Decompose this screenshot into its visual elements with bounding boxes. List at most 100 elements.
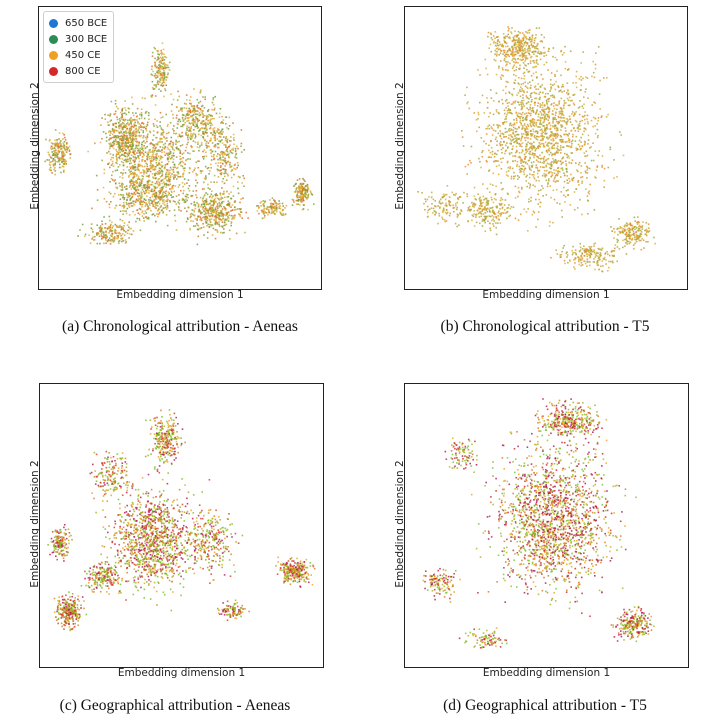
data-point bbox=[203, 133, 205, 136]
data-point bbox=[219, 158, 221, 161]
data-point bbox=[128, 204, 130, 207]
data-point bbox=[183, 114, 185, 116]
data-point bbox=[544, 133, 547, 135]
data-point bbox=[174, 220, 177, 222]
data-point bbox=[512, 101, 515, 103]
data-point bbox=[222, 218, 224, 220]
data-point bbox=[52, 158, 55, 160]
data-point bbox=[581, 119, 583, 122]
data-point bbox=[130, 227, 132, 230]
data-point bbox=[294, 191, 297, 193]
data-point bbox=[517, 138, 519, 140]
data-point bbox=[200, 203, 203, 206]
data-point bbox=[122, 149, 125, 152]
data-point bbox=[50, 142, 53, 144]
data-point bbox=[534, 147, 536, 149]
data-point bbox=[157, 80, 159, 82]
data-point bbox=[476, 130, 478, 133]
data-point bbox=[152, 151, 155, 153]
data-point bbox=[170, 190, 173, 192]
data-point bbox=[90, 223, 93, 225]
data-point bbox=[110, 142, 112, 145]
data-point bbox=[160, 170, 162, 173]
data-point bbox=[205, 118, 208, 120]
data-point bbox=[148, 130, 151, 133]
data-point bbox=[151, 200, 154, 203]
data-point bbox=[146, 158, 148, 161]
data-point bbox=[539, 85, 541, 88]
data-point bbox=[111, 235, 113, 237]
data-point bbox=[128, 111, 130, 114]
data-point bbox=[145, 216, 147, 218]
data-point bbox=[160, 61, 163, 64]
data-point bbox=[169, 152, 172, 155]
data-point bbox=[543, 95, 546, 98]
data-point bbox=[117, 107, 119, 110]
data-point bbox=[121, 116, 123, 119]
data-point bbox=[519, 160, 522, 162]
data-point bbox=[589, 147, 591, 149]
data-point bbox=[201, 120, 203, 123]
data-point bbox=[220, 153, 223, 155]
data-point bbox=[564, 61, 567, 63]
data-point bbox=[166, 146, 169, 149]
data-point bbox=[111, 221, 113, 224]
data-point bbox=[573, 209, 576, 211]
data-point bbox=[230, 140, 232, 142]
data-point bbox=[184, 118, 187, 120]
data-point bbox=[581, 105, 584, 107]
data-point bbox=[550, 171, 552, 173]
data-point bbox=[554, 158, 557, 161]
data-point bbox=[176, 171, 179, 173]
data-point bbox=[496, 140, 498, 143]
data-point bbox=[158, 162, 161, 164]
data-point bbox=[196, 124, 198, 126]
data-point bbox=[237, 175, 240, 178]
data-point bbox=[494, 49, 496, 52]
data-point bbox=[218, 218, 220, 220]
data-point bbox=[211, 108, 213, 111]
data-point bbox=[528, 176, 531, 179]
data-point bbox=[214, 144, 216, 147]
data-point bbox=[543, 55, 545, 57]
data-point bbox=[622, 154, 625, 157]
data-point bbox=[562, 114, 565, 116]
data-point bbox=[524, 85, 527, 87]
data-point bbox=[178, 206, 180, 209]
data-point bbox=[528, 52, 530, 55]
data-point bbox=[214, 132, 217, 135]
data-point bbox=[187, 133, 190, 136]
data-point bbox=[137, 144, 139, 147]
data-point bbox=[528, 187, 531, 189]
data-point bbox=[114, 110, 117, 113]
data-point bbox=[585, 150, 588, 153]
data-point bbox=[135, 144, 138, 147]
data-point bbox=[568, 177, 570, 180]
data-point bbox=[136, 217, 138, 220]
data-point bbox=[128, 123, 130, 125]
data-point bbox=[505, 99, 508, 101]
data-point bbox=[213, 145, 215, 148]
data-point bbox=[122, 140, 124, 142]
data-point bbox=[536, 172, 539, 175]
data-point bbox=[166, 205, 169, 207]
data-point bbox=[206, 132, 208, 134]
data-point bbox=[204, 165, 207, 168]
data-point bbox=[119, 155, 121, 157]
data-point bbox=[215, 193, 217, 195]
data-point bbox=[523, 127, 526, 130]
data-point bbox=[153, 84, 155, 86]
data-point bbox=[223, 182, 226, 185]
data-point bbox=[145, 138, 148, 140]
data-point bbox=[545, 173, 547, 176]
data-point bbox=[307, 193, 310, 196]
data-point bbox=[128, 174, 130, 177]
data-point bbox=[151, 181, 154, 183]
data-point bbox=[202, 110, 204, 112]
data-point bbox=[77, 235, 79, 237]
data-point bbox=[521, 142, 524, 144]
data-point bbox=[136, 166, 139, 169]
data-point bbox=[141, 195, 143, 198]
data-point bbox=[161, 141, 163, 143]
data-point bbox=[233, 143, 235, 146]
